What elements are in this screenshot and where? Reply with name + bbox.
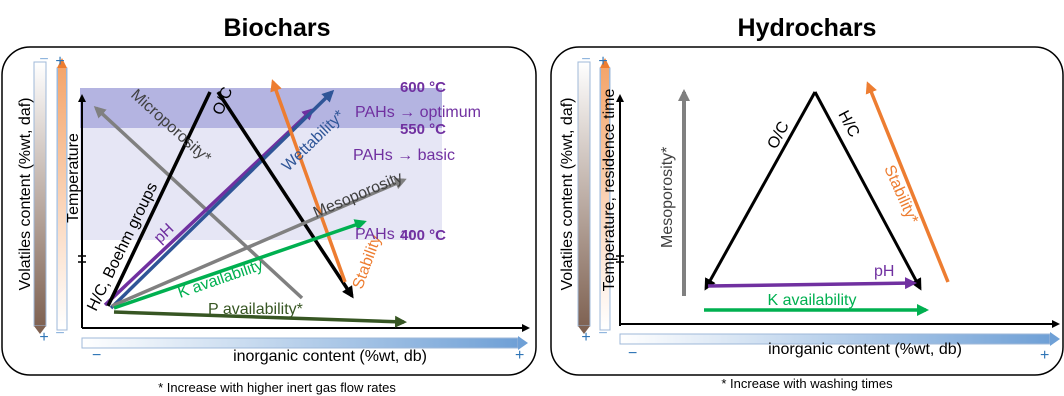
microporosity-arrow (93, 105, 304, 300)
volatiles-gradient-bar (33, 61, 47, 334)
hydrochars-footnote: * Increase with washing times (721, 376, 893, 391)
r-ph-label: pH (874, 263, 894, 280)
temp-600-label: 600 °C (400, 79, 446, 96)
r-volatiles-gradient-bar (577, 61, 591, 334)
p-availability-label: P availability* (208, 301, 303, 318)
r-plus-sign-bottom: + (581, 329, 590, 346)
temperature-gradient-bar (56, 58, 68, 331)
r-y-axis-label: Volatiles content (%wt, daf) (559, 98, 576, 291)
minus-sign-bottom: − (55, 325, 64, 342)
mesoporosity-arrow (111, 178, 407, 308)
temp-550-label: 550 °C (400, 121, 446, 138)
r-x-axis-label: inorganic content (%wt, db) (768, 341, 962, 358)
r-x-minus-sign: − (628, 345, 637, 362)
r-mesoporosity-label: Mesoporosity* (659, 147, 676, 248)
biochars-panel: Biochars − + + − Volatiles content (%wt,… (1, 14, 537, 395)
stability-arrow (270, 79, 347, 283)
hc-line (106, 91, 212, 307)
x-plus-sign: + (515, 347, 524, 364)
pahs-increase-label: PAHs ↑↑ (355, 226, 415, 243)
r-oc-arrow (704, 91, 817, 291)
r-hc-arrow (813, 91, 922, 291)
r-plus-sign-top: + (598, 53, 607, 70)
k-availability-arrow (113, 219, 367, 310)
band-600 (80, 88, 442, 128)
y-axis-label: Volatiles content (%wt, daf) (17, 98, 34, 291)
minus-sign-top: − (39, 51, 48, 68)
hydrochars-panel: Hydrochars − + + − Volatiles content (%w… (550, 14, 1064, 391)
wettability-arrow (109, 89, 335, 310)
temperature-label: Temperature (65, 133, 82, 223)
r-x-plus-sign: + (1040, 347, 1049, 364)
r-k-availability-label: K availability (768, 292, 857, 309)
ph-arrow (103, 107, 315, 307)
plus-sign-bottom: + (39, 329, 48, 346)
hydrochars-frame (550, 46, 1064, 376)
inorganic-gradient-bar (81, 336, 528, 350)
r-minus-sign-bottom: − (598, 325, 607, 342)
x-axis-label: inorganic content (%wt, db) (233, 348, 427, 365)
hydrochars-title: Hydrochars (738, 14, 877, 42)
biochars-footnote: * Increase with higher inert gas flow ra… (158, 380, 396, 395)
plus-sign-top: + (55, 53, 64, 70)
oc-arrow (216, 91, 354, 299)
r-temperature-label: Temperature, residence time (601, 89, 618, 292)
r-ph-arrow (707, 277, 917, 290)
r-oc-label: O/C (765, 119, 793, 152)
r-stability-arrow (865, 81, 950, 283)
x-minus-sign: − (92, 347, 101, 364)
pahs-basic-label: PAHs → basic (353, 147, 455, 164)
r-minus-sign-top: − (581, 51, 590, 68)
k-availability-label: K availability (176, 257, 266, 302)
biochars-frame (1, 46, 537, 376)
r-temperature-gradient-bar (599, 58, 611, 331)
p-availability-arrow (113, 310, 407, 328)
pahs-optimum-label: PAHs → optimum (355, 104, 481, 121)
biochars-title: Biochars (224, 14, 331, 42)
r-inorganic-gradient-bar (619, 332, 1060, 346)
temp-400-label: 400 °C (400, 227, 446, 244)
r-stability-label: Stability* (880, 163, 921, 227)
